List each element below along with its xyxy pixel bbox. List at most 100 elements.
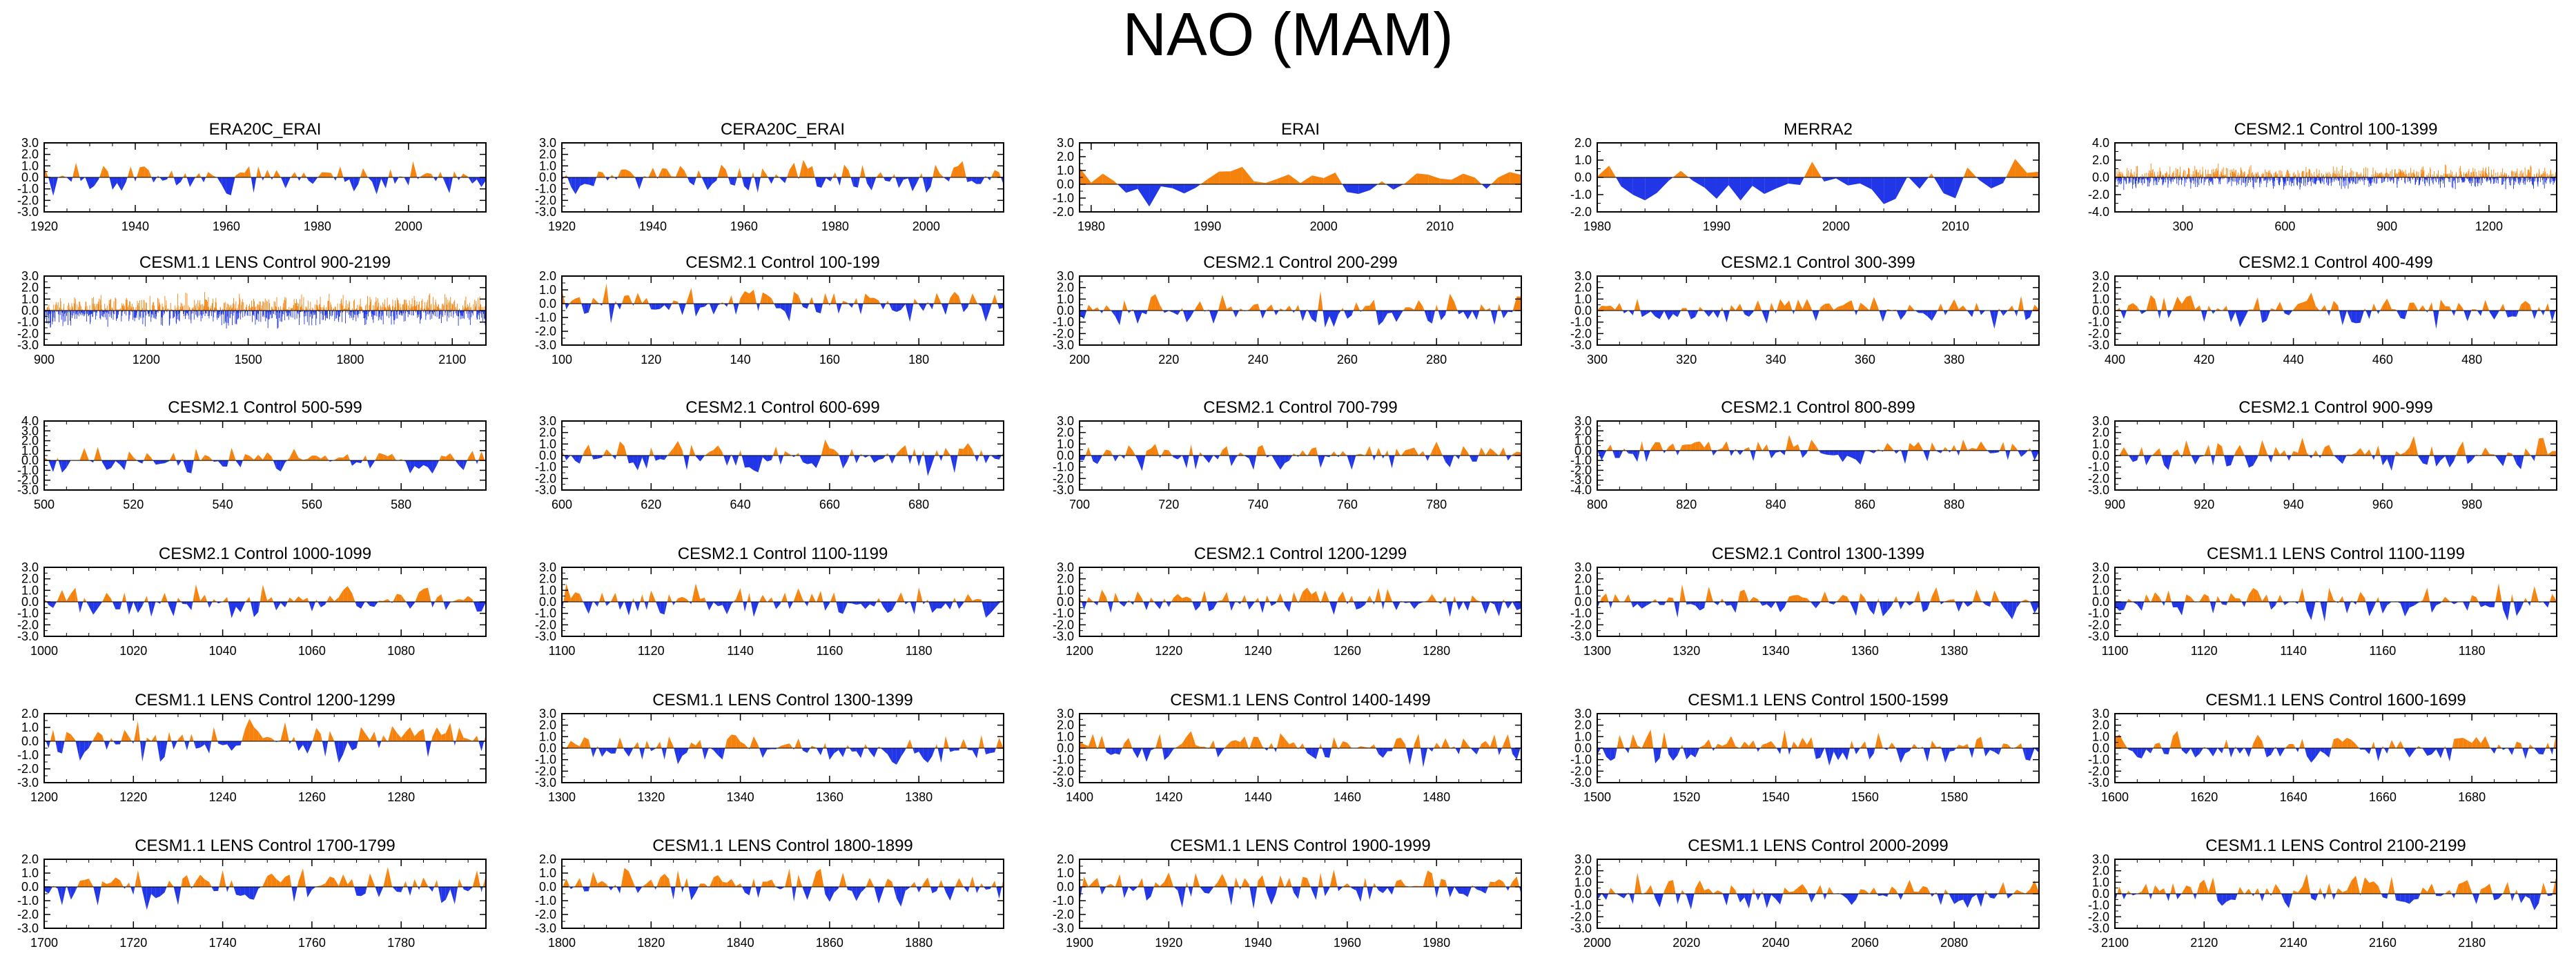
x-tick-label: 100 (552, 353, 572, 366)
data-area (2271, 308, 2276, 311)
y-tick-label: -1.0 (1570, 315, 1592, 329)
data-area (736, 456, 739, 466)
data-area (865, 177, 868, 184)
data-area (155, 460, 161, 465)
data-area (1784, 300, 1789, 311)
data-area (240, 460, 243, 468)
data-area (294, 449, 299, 461)
data-area (333, 177, 336, 181)
data-area (1265, 179, 1278, 184)
data-area (839, 456, 843, 469)
data-area (256, 166, 259, 177)
data-area (2463, 311, 2468, 322)
data-area (1227, 306, 1231, 311)
x-tick-label: 1920 (30, 219, 58, 233)
data-area (1973, 302, 1977, 311)
data-area (1311, 175, 1324, 184)
data-area (966, 177, 968, 182)
data-area (110, 460, 116, 468)
data-area (1229, 456, 1231, 467)
data-area (817, 177, 822, 188)
data-area (834, 449, 839, 456)
data-area (2128, 303, 2133, 311)
data-area (1343, 308, 1345, 311)
data-area (857, 177, 860, 188)
data-area (2235, 311, 2241, 328)
data-area (838, 304, 842, 314)
data-area (967, 177, 972, 182)
data-area (1623, 311, 1628, 314)
data-area (2025, 311, 2031, 320)
data-area (736, 304, 739, 315)
data-area (162, 177, 168, 181)
data-area (1193, 456, 1196, 470)
data-area (298, 458, 303, 461)
data-area (1242, 166, 1254, 184)
data-area (1230, 166, 1242, 184)
data-area (276, 170, 281, 177)
data-area (1120, 456, 1124, 459)
data-area (85, 177, 90, 190)
data-area (121, 177, 126, 191)
data-area (666, 168, 672, 177)
data-area (1955, 177, 1964, 199)
series-area (1597, 295, 2039, 329)
y-tick-label: 2.0 (1574, 281, 1592, 295)
data-area (1318, 291, 1321, 311)
data-area (478, 451, 482, 461)
data-area (651, 304, 656, 310)
data-area (939, 456, 941, 461)
data-area (1623, 311, 1624, 314)
data-area (308, 177, 313, 184)
data-area (1609, 166, 1617, 177)
panel-title: CESM2.1 Control 400-499 (2238, 253, 2432, 272)
data-area (1088, 447, 1091, 456)
data-area (248, 166, 251, 177)
y-tick-label: -2.0 (1570, 205, 1592, 219)
data-area (580, 177, 585, 186)
data-area (749, 456, 754, 471)
data-area (941, 304, 946, 315)
data-area (584, 444, 589, 456)
data-area (649, 447, 652, 456)
data-area (1280, 308, 1285, 311)
data-area (841, 164, 845, 177)
y-tick-label: -3.0 (17, 483, 39, 497)
data-area (991, 456, 995, 459)
data-area (662, 168, 667, 177)
data-area (727, 304, 728, 307)
data-area (1774, 311, 1776, 314)
x-tick-label: 580 (391, 498, 411, 511)
data-area (1882, 311, 1887, 322)
data-area (575, 177, 580, 195)
series-area (44, 161, 486, 196)
data-area (614, 301, 616, 304)
data-area (933, 164, 936, 177)
data-area (291, 172, 295, 177)
data-area (2006, 159, 2016, 177)
data-area (841, 300, 843, 304)
data-area (2289, 311, 2293, 315)
y-tick-label: 0.0 (1574, 170, 1592, 184)
data-area (862, 456, 866, 458)
panel-10: CESM2.1 Control 400-4993.02.01.00.0-1.0-… (2088, 253, 2557, 366)
x-tick-label: 520 (123, 498, 144, 511)
data-area (2481, 311, 2483, 316)
x-tick-label: 1940 (639, 219, 667, 233)
data-area (716, 177, 718, 181)
x-tick-label: 560 (302, 498, 322, 511)
data-area (1704, 177, 1717, 199)
data-area (954, 456, 958, 473)
data-area (344, 177, 350, 182)
data-area (637, 293, 643, 304)
data-area (798, 453, 800, 456)
data-area (2172, 309, 2174, 311)
data-area (834, 293, 837, 304)
data-area (2545, 303, 2548, 311)
data-area (1146, 448, 1151, 456)
data-area (176, 177, 181, 186)
data-area (885, 177, 890, 182)
data-area (476, 460, 478, 464)
data-area (2490, 311, 2495, 320)
data-area (235, 460, 241, 468)
